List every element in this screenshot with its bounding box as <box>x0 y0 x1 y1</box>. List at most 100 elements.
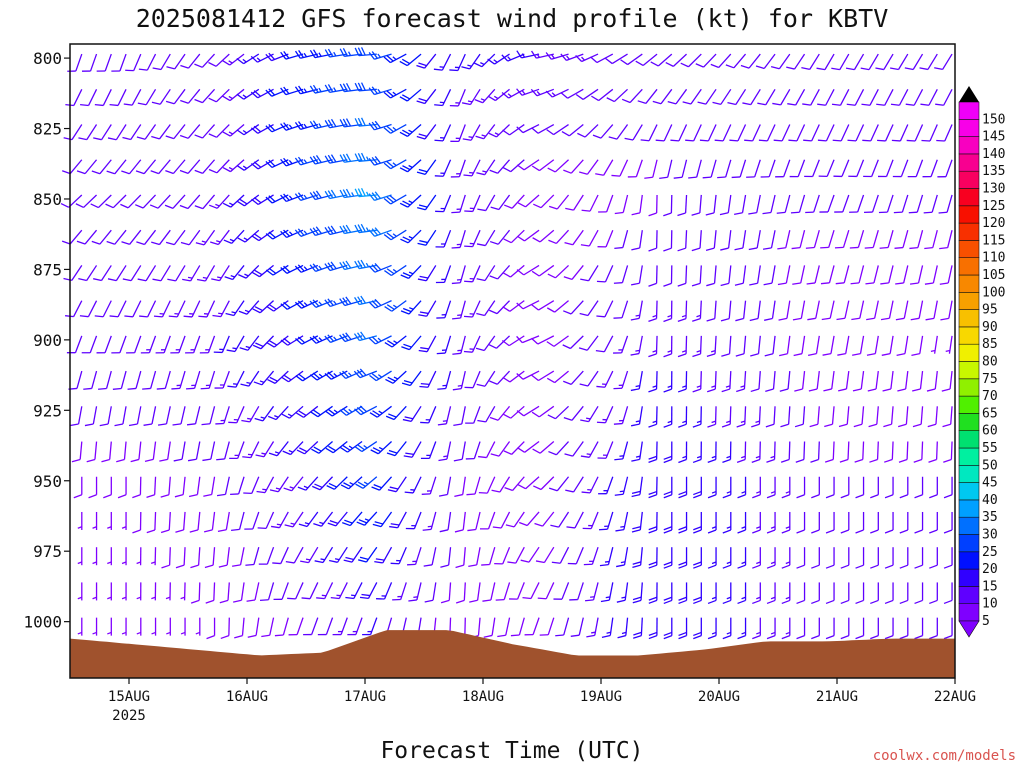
plot-area <box>60 43 956 679</box>
wind-barb <box>883 406 894 428</box>
wind-barb <box>699 124 717 142</box>
wind-barb <box>693 547 702 569</box>
plot-background <box>70 44 955 678</box>
wind-barb <box>598 194 614 213</box>
wind-barb <box>531 123 555 134</box>
wind-speed-colorbar: 5 10 15 20 25 30 35 40 45 50 55 60 65 70 75 80 85 90 95 100… <box>958 86 1005 638</box>
wind-barb <box>731 159 747 179</box>
wind-barb <box>309 190 333 201</box>
wind-barb <box>937 159 953 178</box>
wind-barb <box>840 476 850 499</box>
wind-barb <box>908 194 924 214</box>
wind-barb <box>454 476 466 498</box>
wind-barb <box>919 53 938 71</box>
colorbar-label: 25 <box>982 545 998 560</box>
wind-barb <box>796 547 806 569</box>
wind-barb <box>250 159 274 170</box>
wind-barb <box>124 300 142 318</box>
wind-barb <box>469 582 481 603</box>
wind-barb <box>112 370 127 390</box>
wind-barb <box>84 406 98 427</box>
wind-barb <box>546 335 569 347</box>
wind-barb <box>561 124 584 137</box>
wind-barb <box>165 124 186 140</box>
wind-barb <box>218 547 230 568</box>
wind-barb <box>200 370 216 390</box>
wind-barb <box>386 441 407 457</box>
wind-barb <box>876 89 894 106</box>
wind-barb <box>121 617 127 636</box>
wind-barb <box>140 335 157 354</box>
wind-barb <box>866 335 879 356</box>
wind-barb <box>146 476 157 498</box>
wind-barb <box>481 547 496 566</box>
wind-barb <box>494 546 511 565</box>
wind-barb <box>943 511 953 534</box>
wind-barb <box>208 53 230 67</box>
wind-barb <box>507 546 525 564</box>
wind-barb <box>478 441 496 459</box>
wind-barb <box>575 88 599 100</box>
wind-barb <box>402 405 422 423</box>
wind-barb <box>663 441 673 464</box>
wind-barb <box>461 53 481 70</box>
wind-barb <box>877 124 894 142</box>
colorbar-label: 130 <box>982 182 1005 197</box>
wind-barb <box>311 476 334 491</box>
wind-barb <box>778 300 791 321</box>
wind-barb <box>734 194 747 215</box>
wind-barb <box>766 511 776 534</box>
wind-barb <box>943 617 953 640</box>
wind-barb <box>272 546 289 565</box>
wind-barb <box>906 124 924 142</box>
wind-barb <box>96 53 112 72</box>
credit-link[interactable]: coolwx.com/models <box>873 748 1016 764</box>
wind-barb <box>208 159 230 174</box>
wind-barb <box>116 441 127 463</box>
wind-barb <box>400 300 422 315</box>
wind-barb <box>927 406 938 428</box>
wind-barb <box>420 406 437 424</box>
wind-barb <box>764 335 776 357</box>
wind-barb <box>614 194 629 215</box>
wind-barb <box>164 194 186 209</box>
wind-barb <box>362 617 378 636</box>
wind-barb <box>376 582 393 600</box>
wind-barb <box>370 441 392 455</box>
wind-barb <box>383 159 407 170</box>
wind-barb <box>172 406 186 426</box>
wind-barb <box>417 229 437 246</box>
colorbar-label: 100 <box>982 285 1005 300</box>
wind-barb <box>624 124 643 141</box>
wind-barb <box>282 441 304 456</box>
wind-barb <box>77 617 83 636</box>
wind-barb <box>705 194 717 216</box>
wind-barb <box>914 547 924 569</box>
wind-barb <box>846 89 865 106</box>
wind-barb <box>848 159 865 178</box>
wind-barb <box>166 617 171 636</box>
wind-barb <box>870 547 879 569</box>
colorbar-swatch <box>958 447 980 466</box>
wind-barb <box>478 476 496 494</box>
wind-barb <box>245 547 260 566</box>
colorbar-label: 80 <box>982 355 998 370</box>
wind-barb <box>807 300 820 321</box>
wind-barb <box>438 441 452 462</box>
wind-barb <box>385 405 407 421</box>
colorbar-label: 145 <box>982 130 1005 145</box>
wind-barb <box>203 511 216 533</box>
wind-barb <box>938 194 953 214</box>
wind-barb <box>417 194 437 211</box>
colorbar-swatch <box>958 170 980 189</box>
wind-barb <box>236 53 260 65</box>
wind-barb <box>256 476 275 494</box>
wind-barb <box>720 230 732 251</box>
wind-barb <box>648 371 658 393</box>
colorbar-label: 60 <box>982 424 998 439</box>
wind-barb <box>834 230 850 249</box>
wind-barb <box>436 300 452 319</box>
colorbar-label: 65 <box>982 406 998 421</box>
wind-barb <box>434 124 452 142</box>
wind-barb <box>107 511 112 530</box>
